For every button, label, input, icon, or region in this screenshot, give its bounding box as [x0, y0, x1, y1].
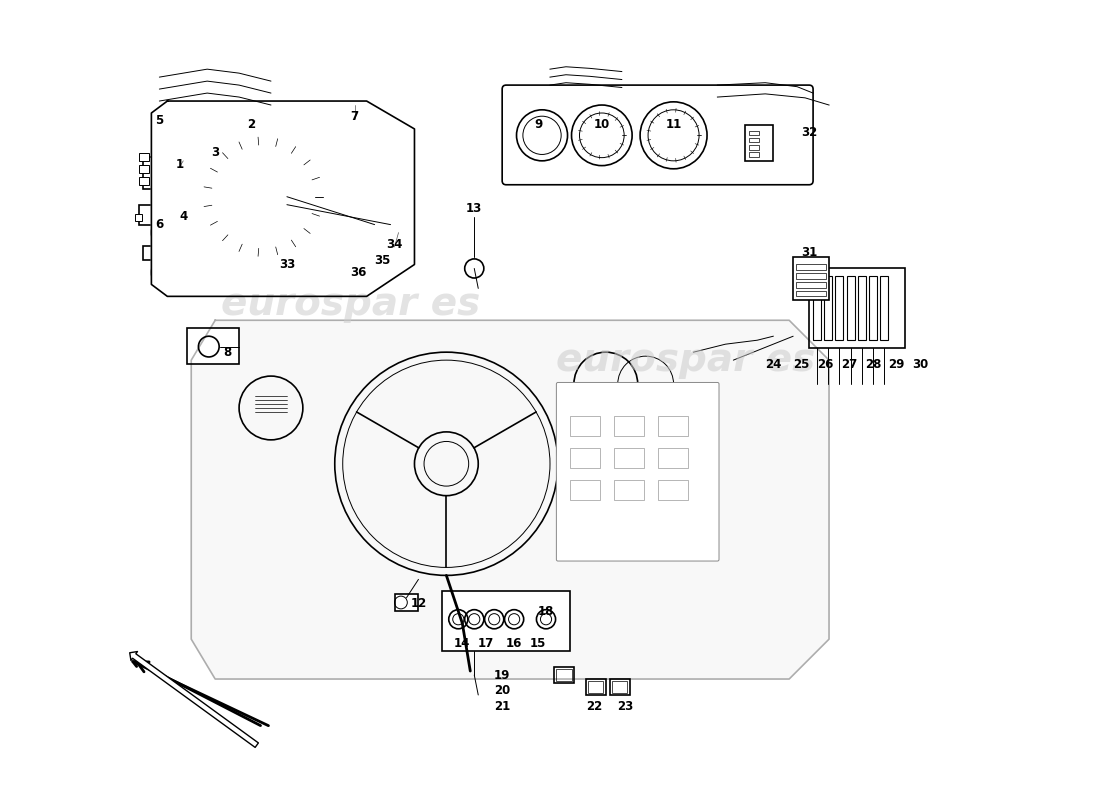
Text: 5: 5 [155, 114, 164, 127]
Text: 35: 35 [374, 254, 390, 267]
Bar [858, 277, 866, 340]
Bar [795, 282, 826, 287]
Bar [140, 153, 148, 161]
Text: 27: 27 [840, 358, 857, 370]
FancyArrowPatch shape [136, 662, 261, 726]
Text: 25: 25 [793, 358, 810, 370]
Bar [795, 290, 826, 296]
Text: eurospar es: eurospar es [556, 341, 815, 379]
Text: 12: 12 [410, 597, 427, 610]
Bar [658, 480, 688, 500]
Text: 33: 33 [278, 258, 295, 271]
Bar [614, 448, 645, 468]
Text: 36: 36 [351, 266, 367, 279]
Bar [795, 274, 826, 279]
Bar [749, 130, 759, 135]
Bar [749, 145, 759, 150]
Text: 24: 24 [764, 358, 781, 370]
Bar [140, 205, 162, 225]
Text: 28: 28 [865, 358, 881, 370]
Bar [395, 211, 407, 221]
Text: 4: 4 [179, 210, 187, 223]
Bar [135, 214, 142, 221]
Bar [613, 682, 627, 693]
Bar [614, 480, 645, 500]
Bar [614, 416, 645, 436]
Polygon shape [191, 320, 829, 679]
Text: 32: 32 [801, 126, 817, 139]
Bar [749, 152, 759, 157]
Bar [570, 480, 601, 500]
Text: 18: 18 [538, 605, 554, 618]
Text: 16: 16 [506, 637, 522, 650]
Bar [880, 277, 888, 340]
Bar [140, 165, 148, 173]
Text: 23: 23 [617, 701, 634, 714]
Bar [140, 177, 148, 185]
Bar [658, 448, 688, 468]
Bar [143, 246, 163, 261]
Text: 13: 13 [466, 202, 483, 215]
Text: 30: 30 [913, 358, 928, 370]
Text: 29: 29 [889, 358, 905, 370]
Text: 11: 11 [666, 118, 682, 131]
Bar [187, 328, 239, 364]
Text: 15: 15 [530, 637, 547, 650]
Bar [143, 157, 163, 189]
Text: 17: 17 [478, 637, 494, 650]
Text: 20: 20 [494, 685, 510, 698]
Bar [658, 416, 688, 436]
Bar [869, 277, 877, 340]
Text: 7: 7 [351, 110, 359, 123]
Bar [588, 682, 604, 693]
Bar [554, 667, 574, 683]
Text: 1: 1 [175, 158, 184, 171]
Text: 14: 14 [454, 637, 471, 650]
Text: 22: 22 [585, 701, 602, 714]
Polygon shape [152, 101, 415, 296]
Text: 26: 26 [817, 358, 833, 370]
Text: 8: 8 [223, 346, 231, 358]
Bar [847, 277, 855, 340]
Bar [395, 223, 407, 233]
Text: eurospar es: eurospar es [221, 286, 481, 323]
Bar [395, 594, 418, 611]
Bar [570, 448, 601, 468]
Bar [813, 277, 821, 340]
Text: 10: 10 [594, 118, 609, 131]
Bar [609, 679, 629, 695]
Bar [835, 277, 844, 340]
Text: 2: 2 [248, 118, 255, 131]
Text: 3: 3 [211, 146, 219, 159]
Text: 31: 31 [801, 246, 817, 259]
Text: 9: 9 [534, 118, 542, 131]
Text: 6: 6 [155, 218, 164, 231]
Bar [570, 416, 601, 436]
Bar [810, 269, 905, 348]
Bar [557, 670, 572, 681]
FancyBboxPatch shape [503, 85, 813, 185]
Text: 34: 34 [386, 238, 403, 251]
Bar [749, 138, 759, 142]
Bar [442, 591, 570, 651]
FancyBboxPatch shape [557, 382, 719, 561]
Bar [746, 125, 773, 161]
Bar [793, 257, 829, 300]
Bar [795, 265, 826, 270]
Bar [824, 277, 833, 340]
Text: 21: 21 [494, 701, 510, 714]
Bar [586, 679, 606, 695]
Text: 19: 19 [494, 669, 510, 682]
